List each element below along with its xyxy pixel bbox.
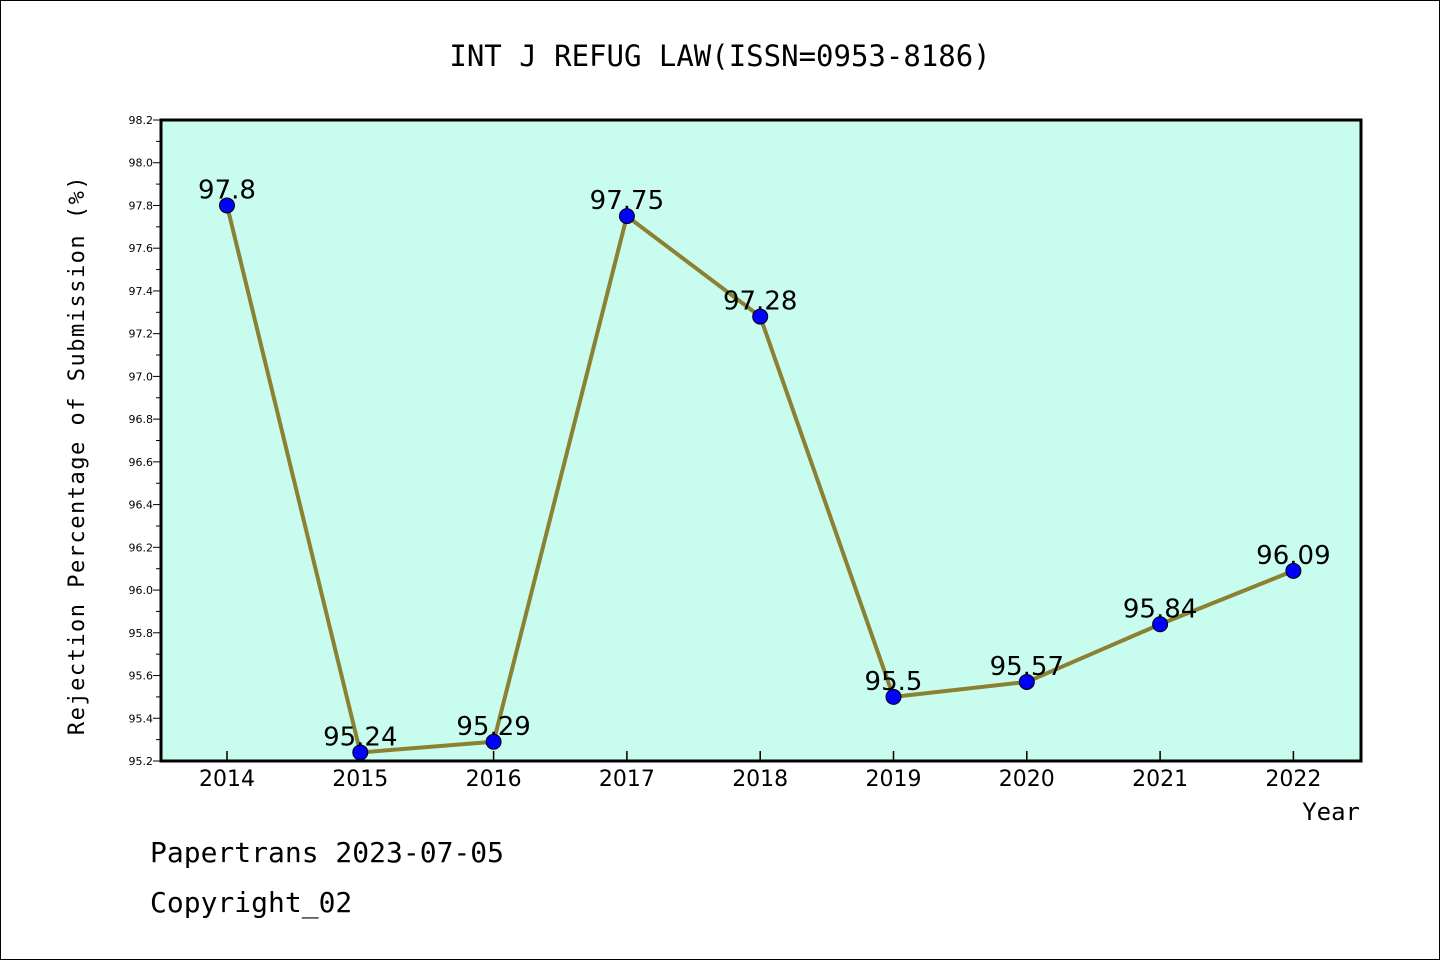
plot-border [159, 118, 1363, 763]
data-label: 95.24 [323, 722, 397, 752]
data-label: 96.09 [1256, 541, 1330, 571]
plot-area [161, 120, 1361, 761]
x-tick-label: 2018 [732, 767, 788, 792]
y-tick-label: 97.8 [129, 199, 154, 212]
x-tick-label: 2020 [999, 767, 1055, 792]
y-tick-label: 98.0 [129, 157, 154, 170]
data-point [885, 688, 902, 705]
y-tick-label: 96.0 [129, 584, 154, 597]
data-label: 95.84 [1123, 594, 1197, 624]
copyright-text: Copyright_02 [150, 886, 353, 919]
data-point [1152, 616, 1169, 633]
x-tick-label: 2016 [466, 767, 522, 792]
x-tick-label: 2022 [1265, 767, 1321, 792]
data-point [618, 208, 635, 225]
y-tick-label: 96.4 [129, 499, 154, 512]
x-tick-label: 2017 [599, 767, 655, 792]
y-axis-ticks: 95.2 95.4 95.6 95.8 96.0 96.2 96.4 96.6 96.8 97.0… [129, 114, 161, 768]
y-tick-label: 97.6 [129, 242, 154, 255]
data-label: 97.8 [198, 175, 256, 205]
data-label: 95.5 [865, 667, 923, 697]
data-point [219, 197, 235, 214]
x-tick-label: 2021 [1132, 767, 1188, 792]
x-axis-ticks: 2014 2015 2016 2017 2018 2019 2020 2021 2022 [199, 751, 1321, 792]
y-tick-label: 96.2 [129, 541, 154, 554]
y-tick-label: 97.4 [129, 285, 154, 298]
y-axis-label: Rejection Percentage of Submission (%) [65, 175, 90, 735]
x-axis-label: Year [1302, 798, 1360, 826]
y-tick-label: 96.8 [129, 413, 154, 426]
x-tick-label: 2019 [866, 767, 922, 792]
y-tick-label: 95.8 [129, 627, 154, 640]
data-point [752, 308, 769, 325]
data-points [219, 197, 1302, 761]
data-point [1018, 673, 1035, 690]
y-tick-label: 96.6 [129, 456, 154, 469]
x-tick-label: 2014 [199, 767, 255, 792]
y-tick-label: 97.0 [129, 370, 154, 383]
data-label: 97.75 [590, 186, 664, 216]
data-point [485, 733, 502, 750]
chart-title: INT J REFUG LAW(ISSN=0953-8186) [449, 39, 990, 73]
y-tick-label: 97.2 [129, 328, 154, 341]
data-label: 95.29 [456, 712, 530, 742]
x-tick-label: 2015 [332, 767, 388, 792]
y-tick-label: 95.4 [129, 712, 154, 725]
y-tick-label: 98.2 [129, 114, 154, 127]
y-tick-label: 95.6 [129, 670, 154, 683]
data-label: 95.57 [990, 652, 1064, 682]
data-labels: 97.8 95.24 95.29 97.75 97.28 95.5 95.57 95.84 96… [198, 175, 1331, 752]
data-point [1285, 562, 1302, 579]
y-tick-label: 95.2 [129, 755, 154, 768]
source-date-text: Papertrans 2023-07-05 [150, 836, 505, 869]
data-label: 97.28 [723, 287, 797, 317]
